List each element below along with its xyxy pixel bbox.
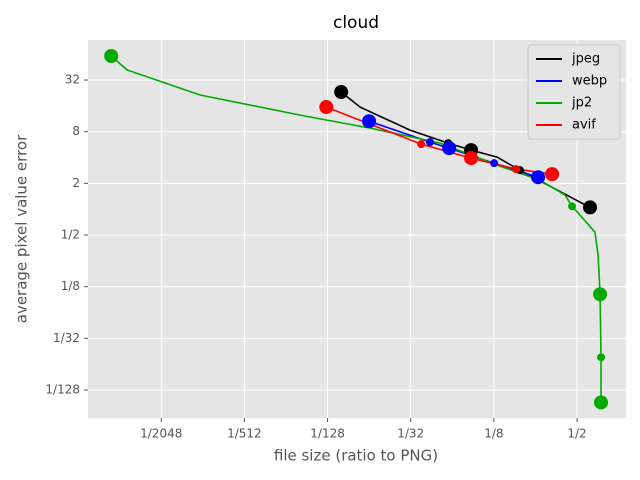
x-tick-label: 1/2 <box>567 427 586 441</box>
x-tick-label: 1/8 <box>484 427 503 441</box>
x-tick-label: 1/2048 <box>140 427 182 441</box>
data-point <box>568 202 577 211</box>
marks <box>104 48 609 410</box>
y-tick-label: 1/128 <box>45 383 80 397</box>
legend: jpeg webp jp2 avif <box>527 44 621 140</box>
data-point <box>512 165 521 174</box>
data-point <box>594 395 609 410</box>
data-point <box>442 141 457 156</box>
y-tick-label: 2 <box>72 176 80 190</box>
data-point <box>464 151 479 166</box>
data-point <box>426 138 435 147</box>
data-point <box>583 200 598 215</box>
x-axis-label: file size (ratio to PNG) <box>274 447 438 465</box>
y-tick-label: 32 <box>65 73 80 87</box>
data-point <box>319 100 334 115</box>
data-point <box>104 48 119 63</box>
data-point <box>334 85 349 100</box>
data-point <box>362 114 377 129</box>
data-point <box>545 167 560 182</box>
data-point <box>593 287 608 302</box>
chart-title: cloud <box>333 13 379 33</box>
legend-label: avif <box>572 118 596 133</box>
data-point <box>597 353 606 362</box>
y-tick-label: 1/8 <box>61 279 80 293</box>
y-axis-label: average pixel value error <box>13 134 31 323</box>
legend-label: jp2 <box>571 96 592 111</box>
grid <box>84 40 626 422</box>
series-line <box>110 55 602 403</box>
legend-label: webp <box>572 74 607 89</box>
x-tick-label: 1/512 <box>227 427 262 441</box>
x-tick-label: 1/128 <box>310 427 345 441</box>
legend-label: jpeg <box>571 52 600 67</box>
y-tick-label: 8 <box>72 124 80 138</box>
data-point <box>490 159 499 168</box>
data-point <box>531 170 546 185</box>
y-tick-label: 1/32 <box>53 331 80 345</box>
legend-box <box>527 44 621 140</box>
data-point <box>417 140 426 149</box>
x-tick-label: 1/32 <box>397 427 424 441</box>
y-tick-label: 1/2 <box>61 228 80 242</box>
